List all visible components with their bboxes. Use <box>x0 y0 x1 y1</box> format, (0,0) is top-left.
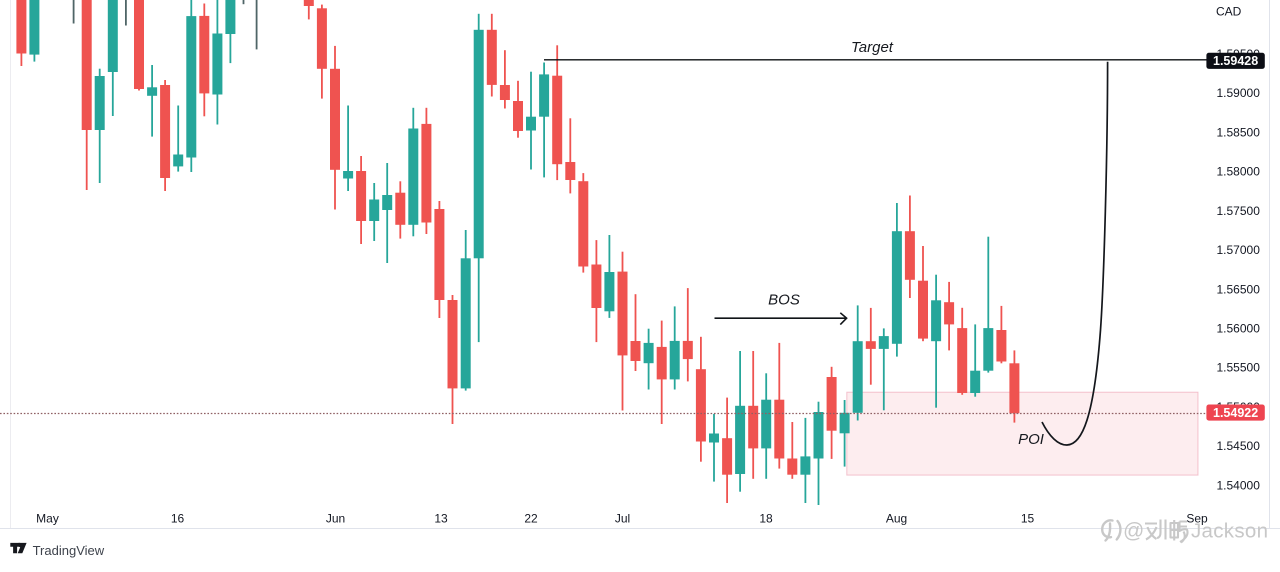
svg-text:POI: POI <box>1018 431 1044 448</box>
svg-text:1.59000: 1.59000 <box>1217 86 1261 100</box>
svg-text:1.56000: 1.56000 <box>1217 322 1261 336</box>
svg-text:1.56500: 1.56500 <box>1217 282 1261 296</box>
svg-text:15: 15 <box>1021 512 1035 526</box>
svg-text:@: @ <box>1123 520 1144 543</box>
svg-text:Sep: Sep <box>1186 512 1208 526</box>
svg-text:TradingView: TradingView <box>33 543 105 558</box>
svg-text:BOS: BOS <box>768 292 800 309</box>
svg-text:1.54000: 1.54000 <box>1217 478 1261 492</box>
svg-text:CAD: CAD <box>1216 5 1242 19</box>
svg-text:1.55500: 1.55500 <box>1217 361 1261 375</box>
svg-text:Aug: Aug <box>886 512 907 526</box>
svg-text:22: 22 <box>524 512 538 526</box>
svg-text:May: May <box>36 512 59 526</box>
svg-text:1.57500: 1.57500 <box>1217 204 1261 218</box>
svg-text:Jackson: Jackson <box>1191 520 1268 543</box>
svg-text:16: 16 <box>171 512 185 526</box>
svg-text:1.54500: 1.54500 <box>1217 439 1261 453</box>
svg-text:1.58500: 1.58500 <box>1217 125 1261 139</box>
svg-text:Jul: Jul <box>615 512 630 526</box>
svg-text:1.59428: 1.59428 <box>1213 54 1258 68</box>
svg-text:Jun: Jun <box>326 512 345 526</box>
svg-text:Target: Target <box>851 39 894 56</box>
svg-text:1.58000: 1.58000 <box>1217 165 1261 179</box>
svg-text:13: 13 <box>434 512 448 526</box>
svg-text:1.57000: 1.57000 <box>1217 243 1261 257</box>
svg-text:18: 18 <box>759 512 773 526</box>
svg-text:1.54922: 1.54922 <box>1213 406 1258 420</box>
